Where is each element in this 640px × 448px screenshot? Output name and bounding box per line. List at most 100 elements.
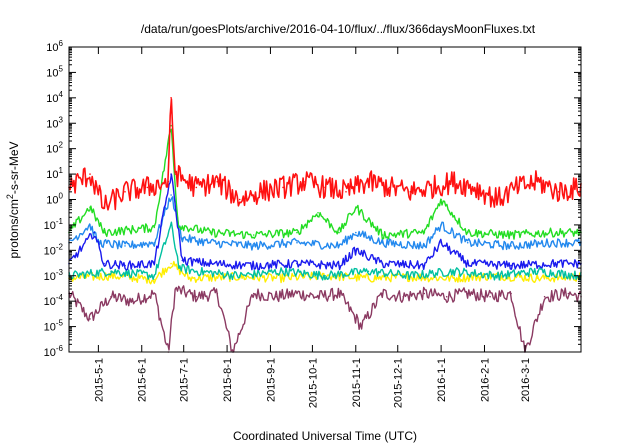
y-tick-exponent: -3 [56, 268, 64, 277]
series-point-5 [466, 262, 469, 265]
series-point-5 [338, 264, 340, 267]
series-point-0 [317, 295, 319, 298]
series-line-4 [68, 128, 582, 240]
y-tick-label: 10-2 [44, 242, 64, 257]
series-point-3 [181, 237, 184, 239]
series-point-5 [181, 259, 184, 262]
y-tick-label: 101 [46, 166, 63, 181]
series-point-0 [510, 292, 512, 295]
series-point-5 [423, 264, 426, 267]
series-point-4 [209, 231, 212, 234]
series-point-0 [89, 318, 91, 320]
series-point-5 [93, 231, 95, 234]
series-point-6 [388, 186, 391, 189]
x-tick-label: 2016-2-1 [479, 358, 491, 402]
series-point-3 [170, 194, 172, 196]
series-point-6 [536, 180, 539, 183]
series-layer [68, 97, 582, 353]
x-tick-label: 2015-10-1 [307, 358, 319, 408]
series-point-3 [296, 241, 298, 244]
series-point-3 [381, 241, 384, 244]
y-tick-exponent: -6 [56, 344, 64, 353]
series-point-6 [496, 198, 498, 201]
y-tick-exponent: 2 [59, 141, 64, 150]
x-tick-label: 2016-1-1 [436, 358, 448, 402]
series-point-2 [324, 275, 326, 277]
y-tick-label: 10-3 [44, 268, 64, 283]
y-tick-base: 10 [46, 195, 58, 207]
series-point-3 [550, 241, 553, 244]
y-tick-label: 103 [46, 115, 63, 130]
series-point-4 [296, 231, 298, 234]
series-point-5 [252, 264, 255, 267]
series-line-3 [68, 196, 582, 251]
series-point-4 [103, 231, 105, 234]
series-point-6 [324, 186, 326, 189]
series-point-5 [510, 264, 512, 267]
x-axis: 2015-5-1 2015-6-1 2015-7-1 2015-8-1 2015-9-1… [93, 47, 532, 408]
series-point-4 [170, 124, 172, 127]
series-point-0 [216, 292, 219, 295]
y-tick-exponent: 5 [59, 64, 64, 73]
series-point-0 [131, 300, 133, 303]
series-point-1 [153, 278, 156, 281]
y-tick-label: 10-6 [44, 344, 64, 359]
series-point-3 [510, 245, 512, 247]
y-tick-exponent: -5 [56, 319, 64, 328]
y-tick-base: 10 [46, 144, 58, 156]
y-tick-label: 100 [46, 192, 63, 207]
series-point-4 [338, 231, 340, 234]
series-point-3 [153, 241, 156, 244]
series-point-4 [423, 231, 426, 234]
y-tick-base: 10 [44, 347, 56, 359]
y-tick-exponent: 1 [59, 166, 64, 175]
series-point-2 [452, 270, 455, 273]
series-point-3 [355, 231, 357, 234]
x-tick-label: 2015-7-1 [179, 358, 191, 402]
y-tick-label: 106 [46, 39, 63, 54]
y-tick-exponent: 6 [59, 39, 64, 48]
y-tick-label: 10-5 [44, 319, 64, 334]
series-point-0 [489, 295, 491, 298]
series-point-0 [195, 295, 198, 298]
series-point-4 [153, 226, 156, 229]
series-point-0 [567, 292, 570, 295]
series-point-2 [282, 270, 284, 273]
series-point-6 [303, 180, 305, 183]
series-point-6 [167, 180, 170, 183]
y-tick-label: 10-1 [44, 217, 64, 232]
series-point-0 [381, 292, 384, 295]
series-point-6 [259, 191, 262, 193]
series-point-6 [452, 180, 455, 183]
series-point-0 [110, 295, 112, 298]
x-tick-label: 2015-5-1 [93, 358, 105, 402]
series-point-0 [360, 325, 363, 328]
series-point-5 [170, 173, 172, 175]
x-tick-label: 2015-9-1 [265, 358, 277, 402]
series-point-4 [466, 231, 469, 234]
series-point-0 [402, 295, 405, 298]
y-tick-base: 10 [44, 296, 56, 308]
y-tick-label: 10-4 [44, 293, 64, 308]
y-tick-base: 10 [46, 169, 58, 181]
series-point-5 [209, 262, 212, 265]
series-point-0 [543, 295, 546, 298]
series-point-2 [536, 270, 539, 273]
series-point-0 [466, 292, 469, 295]
series-point-5 [296, 262, 298, 265]
series-point-6 [238, 198, 241, 201]
y-tick-label: 105 [46, 64, 63, 79]
series-point-3 [466, 241, 469, 244]
series-point-5 [550, 262, 553, 265]
series-point-6 [557, 191, 560, 193]
series-point-4 [550, 231, 553, 234]
y-tick-base: 10 [44, 271, 56, 283]
series-line-0 [68, 285, 582, 353]
series-point-6 [430, 186, 433, 189]
series-point-5 [381, 262, 384, 265]
series-point-6 [124, 191, 126, 193]
series-line-5 [68, 173, 582, 271]
y-tick-base: 10 [44, 245, 56, 257]
series-point-6 [345, 191, 347, 193]
